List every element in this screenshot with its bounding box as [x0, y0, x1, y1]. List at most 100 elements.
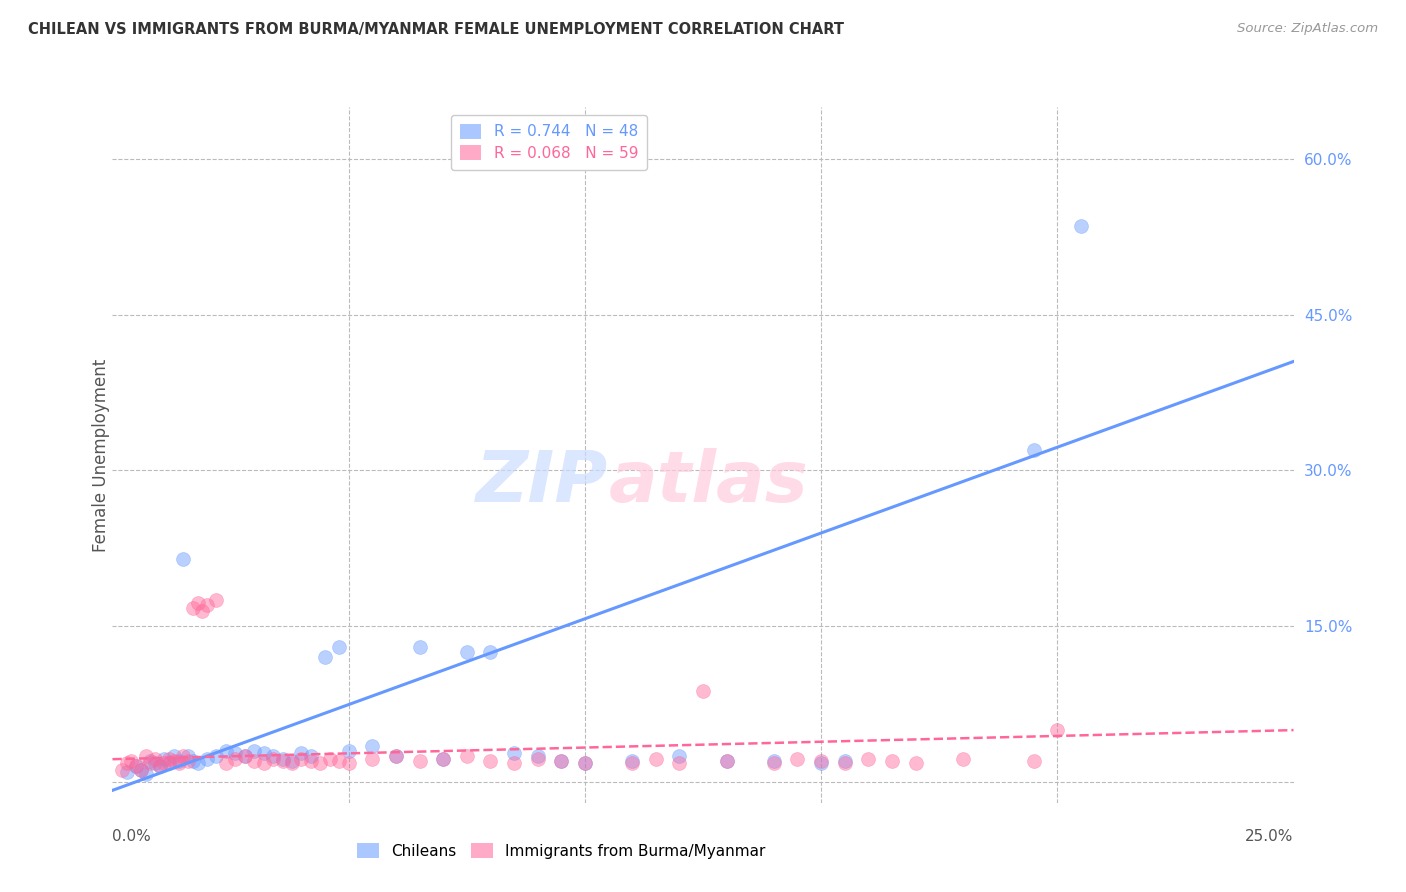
Point	[762, 756, 785, 771]
Point	[115, 764, 138, 779]
Point	[952, 752, 974, 766]
Point	[172, 551, 194, 566]
Point	[172, 749, 194, 764]
Point	[432, 752, 454, 766]
Point	[337, 744, 360, 758]
Point	[262, 749, 284, 764]
Point	[186, 596, 208, 610]
Point	[167, 754, 190, 768]
Point	[215, 756, 238, 771]
Point	[385, 749, 408, 764]
Point	[191, 604, 214, 618]
Point	[139, 754, 162, 768]
Point	[1070, 219, 1092, 234]
Point	[574, 756, 596, 771]
Point	[135, 749, 157, 764]
Point	[858, 752, 880, 766]
Point	[181, 754, 204, 768]
Point	[125, 759, 148, 773]
Text: atlas: atlas	[609, 449, 808, 517]
Point	[281, 754, 304, 768]
Point	[243, 744, 266, 758]
Y-axis label: Female Unemployment: Female Unemployment	[93, 359, 110, 551]
Point	[526, 749, 548, 764]
Point	[456, 749, 478, 764]
Point	[167, 756, 190, 771]
Point	[880, 754, 903, 768]
Point	[120, 754, 142, 768]
Point	[550, 754, 572, 768]
Point	[224, 752, 246, 766]
Point	[157, 752, 180, 766]
Point	[550, 754, 572, 768]
Point	[834, 756, 856, 771]
Point	[503, 746, 526, 760]
Point	[163, 749, 186, 764]
Point	[262, 752, 284, 766]
Point	[177, 749, 200, 764]
Point	[271, 754, 294, 768]
Text: Source: ZipAtlas.com: Source: ZipAtlas.com	[1237, 22, 1378, 36]
Point	[186, 756, 208, 771]
Point	[328, 640, 350, 654]
Point	[153, 756, 176, 771]
Point	[456, 645, 478, 659]
Text: CHILEAN VS IMMIGRANTS FROM BURMA/MYANMAR FEMALE UNEMPLOYMENT CORRELATION CHART: CHILEAN VS IMMIGRANTS FROM BURMA/MYANMAR…	[28, 22, 844, 37]
Point	[195, 752, 218, 766]
Point	[281, 756, 304, 771]
Point	[1022, 442, 1045, 457]
Point	[149, 759, 172, 773]
Point	[195, 599, 218, 613]
Point	[328, 754, 350, 768]
Point	[129, 763, 152, 777]
Point	[205, 593, 228, 607]
Point	[361, 739, 384, 753]
Point	[810, 756, 832, 771]
Point	[479, 645, 502, 659]
Point	[143, 756, 166, 771]
Point	[271, 752, 294, 766]
Point	[1046, 723, 1069, 738]
Point	[621, 756, 644, 771]
Point	[143, 752, 166, 766]
Point	[299, 754, 322, 768]
Point	[135, 766, 157, 780]
Point	[290, 746, 312, 760]
Point	[319, 752, 342, 766]
Point	[408, 754, 430, 768]
Point	[205, 749, 228, 764]
Point	[299, 749, 322, 764]
Point	[111, 763, 134, 777]
Point	[574, 756, 596, 771]
Point	[153, 752, 176, 766]
Text: ZIP: ZIP	[477, 449, 609, 517]
Point	[621, 754, 644, 768]
Point	[361, 752, 384, 766]
Point	[644, 752, 666, 766]
Point	[233, 749, 256, 764]
Point	[163, 754, 186, 768]
Point	[149, 759, 172, 773]
Point	[692, 683, 714, 698]
Point	[668, 756, 690, 771]
Point	[253, 756, 276, 771]
Point	[834, 754, 856, 768]
Point	[408, 640, 430, 654]
Point	[224, 746, 246, 760]
Point	[432, 752, 454, 766]
Point	[479, 754, 502, 768]
Point	[314, 650, 336, 665]
Point	[243, 754, 266, 768]
Legend: Chileans, Immigrants from Burma/Myanmar: Chileans, Immigrants from Burma/Myanmar	[352, 837, 772, 864]
Point	[503, 756, 526, 771]
Point	[253, 746, 276, 760]
Point	[233, 749, 256, 764]
Point	[716, 754, 738, 768]
Point	[385, 749, 408, 764]
Point	[762, 754, 785, 768]
Point	[157, 756, 180, 771]
Point	[716, 754, 738, 768]
Point	[129, 763, 152, 777]
Text: 0.0%: 0.0%	[112, 829, 152, 844]
Point	[904, 756, 927, 771]
